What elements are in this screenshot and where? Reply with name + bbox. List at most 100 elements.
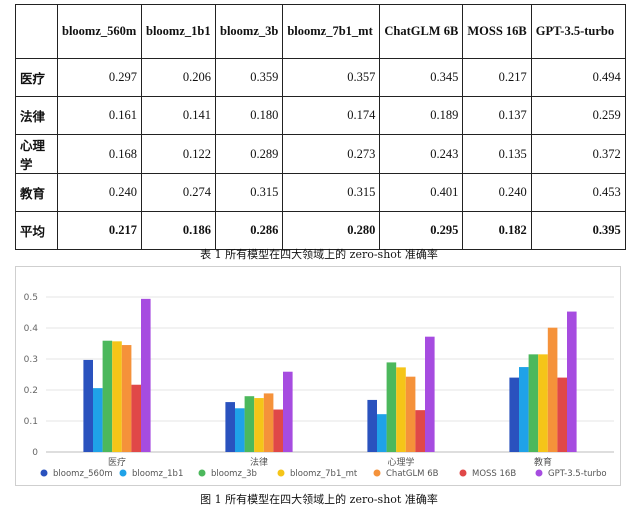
table-cell: 0.286 — [214, 211, 284, 250]
legend-label: GPT-3.5-turbo — [548, 469, 607, 479]
table-cell: 0.357 — [282, 58, 381, 97]
bar — [254, 398, 264, 452]
bar-chart: 0 0.1 0.2 0.3 0.4 0.5 医疗 法律 心理学 教育 bloomz_560m bloo… — [24, 293, 614, 479]
bar — [538, 354, 548, 452]
bar — [519, 367, 529, 452]
bar — [415, 410, 425, 452]
bar — [528, 354, 539, 452]
table-cell: 0.295 — [379, 211, 464, 250]
row-label: 教育 — [15, 173, 58, 212]
table-cell: 0.289 — [214, 134, 284, 174]
y-tick-label: 0.3 — [24, 355, 38, 365]
x-tick-label: 法律 — [250, 456, 268, 468]
y-tick-label: 0.4 — [24, 324, 39, 334]
legend-marker — [535, 469, 543, 477]
table-cell: 0.345 — [379, 58, 464, 97]
table-row: 心理学 0.168 0.122 0.289 0.273 0.243 0.135 … — [15, 134, 626, 174]
table-row: 法律 0.161 0.141 0.180 0.174 0.189 0.137 0… — [15, 96, 626, 135]
legend-marker — [40, 469, 48, 477]
table-cell: 0.137 — [462, 96, 532, 135]
table-header-cell: ChatGLM 6B — [379, 4, 464, 59]
table-cell: 0.372 — [530, 134, 626, 174]
bar — [509, 377, 519, 452]
table-cell: 0.297 — [57, 58, 142, 97]
table-cell: 0.240 — [462, 173, 532, 212]
bar — [131, 384, 141, 452]
bar — [93, 388, 103, 452]
bar — [141, 298, 151, 452]
y-tick-label: 0.2 — [24, 386, 38, 396]
y-tick-label: 0 — [32, 448, 38, 458]
table-cell: 0.274 — [141, 173, 216, 212]
legend-marker — [373, 469, 381, 477]
table-cell: 0.315 — [282, 173, 381, 212]
chart-frame: 0 0.1 0.2 0.3 0.4 0.5 医疗 法律 心理学 教育 bloomz_560m bloo… — [15, 266, 621, 486]
table-cell: 0.217 — [462, 58, 532, 97]
table-cell: 0.494 — [530, 58, 626, 97]
legend-label: bloomz_560m — [53, 469, 113, 479]
legend-marker — [198, 469, 206, 477]
bar — [367, 399, 377, 452]
table-cell: 0.206 — [141, 58, 216, 97]
y-tick-label: 0.1 — [24, 417, 38, 427]
table-cell: 0.182 — [462, 211, 532, 250]
table-cell: 0.174 — [282, 96, 381, 135]
row-label: 法律 — [15, 96, 58, 135]
table-header-cell: bloomz_7b1_mt — [282, 4, 381, 59]
table-row-average: 平均 0.217 0.186 0.286 0.280 0.295 0.182 0… — [15, 211, 626, 250]
table-header-cell: bloomz_3b — [214, 4, 284, 59]
table-cell: 0.359 — [214, 58, 284, 97]
table-header-cell: bloomz_1b1 — [141, 4, 216, 59]
bar — [425, 336, 435, 452]
table-row: 医疗 0.297 0.206 0.359 0.357 0.345 0.217 0… — [15, 58, 626, 97]
legend-label: ChatGLM 6B — [386, 469, 439, 479]
table-cell: 0.259 — [530, 96, 626, 135]
bar — [235, 408, 245, 452]
bar — [377, 414, 387, 452]
bar — [225, 402, 235, 452]
table-cell: 0.122 — [141, 134, 216, 174]
table-header-row: bloomz_560m bloomz_1b1 bloomz_3b bloomz_… — [15, 4, 626, 59]
table-cell: 0.315 — [214, 173, 284, 212]
results-table: bloomz_560m bloomz_1b1 bloomz_3b bloomz_… — [15, 4, 626, 250]
table-header-cell: bloomz_560m — [57, 4, 142, 59]
x-tick-label: 医疗 — [108, 456, 126, 468]
legend-marker — [459, 469, 467, 477]
table-cell: 0.273 — [282, 134, 381, 174]
x-tick-label: 教育 — [534, 456, 552, 468]
table-cell: 0.180 — [214, 96, 284, 135]
bar — [244, 396, 255, 452]
table-header-cell — [15, 4, 58, 59]
bar — [557, 377, 567, 452]
table-cell: 0.161 — [57, 96, 142, 135]
table-cell: 0.280 — [282, 211, 381, 250]
bar — [263, 393, 274, 452]
bar — [547, 327, 558, 452]
table-cell: 0.243 — [379, 134, 464, 174]
bar — [405, 376, 416, 452]
table-cell: 0.217 — [57, 211, 142, 250]
x-tick-label: 心理学 — [387, 456, 414, 468]
bar — [283, 371, 293, 452]
table-header-cell: GPT-3.5-turbo — [530, 4, 626, 59]
legend-label: bloomz_3b — [211, 469, 257, 479]
bar — [273, 409, 283, 452]
legend-label: MOSS 16B — [472, 469, 516, 479]
y-tick-label: 0.5 — [24, 293, 38, 303]
table-cell: 0.453 — [530, 173, 626, 212]
legend-label: bloomz_1b1 — [132, 469, 183, 479]
legend-marker — [119, 469, 127, 477]
row-label: 平均 — [15, 211, 58, 250]
table-cell: 0.168 — [57, 134, 142, 174]
bar — [112, 341, 122, 452]
table-caption: 表 1 所有模型在四大领域上的 zero-shot 准确率 — [200, 248, 438, 261]
bar — [396, 367, 406, 452]
table-cell: 0.189 — [379, 96, 464, 135]
figure-caption: 图 1 所有模型在四大领域上的 zero-shot 准确率 — [200, 493, 438, 506]
table-cell: 0.141 — [141, 96, 216, 135]
table-cell: 0.401 — [379, 173, 464, 212]
row-label: 医疗 — [15, 58, 58, 97]
table-row: 教育 0.240 0.274 0.315 0.315 0.401 0.240 0… — [15, 173, 626, 212]
table-header-cell: MOSS 16B — [462, 4, 532, 59]
table-cell: 0.186 — [141, 211, 216, 250]
